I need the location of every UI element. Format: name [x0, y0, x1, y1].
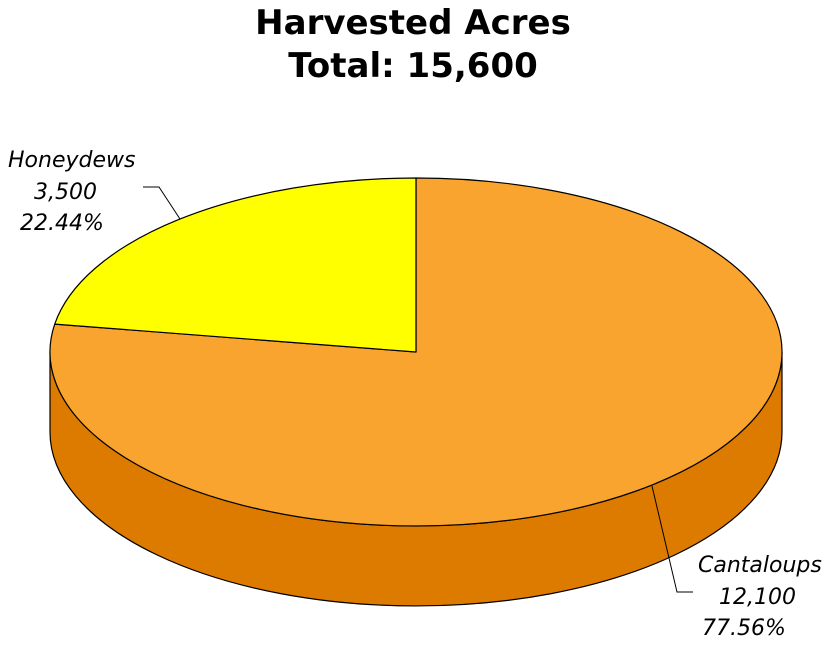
pie-leader-lines [143, 186, 693, 593]
leader-line-cantaloups [651, 485, 693, 593]
slice-label-name: Cantaloups [698, 553, 822, 578]
leader-line-honeydews [143, 186, 181, 220]
slice-label-name: Honeydews [8, 148, 135, 173]
chart-title-line: Harvested Acres [255, 3, 571, 43]
chart-title: Harvested Acres Total: 15,600 [0, 0, 826, 88]
pie-tops [49, 177, 783, 527]
slice-label-cantaloups: Cantaloups 12,100 77.56% [698, 553, 822, 641]
pie-slice-honeydews [54, 177, 417, 353]
slice-label-value: 3,500 [34, 180, 97, 205]
slice-label-percent: 77.56% [702, 616, 786, 641]
slice-label-percent: 22.44% [20, 211, 104, 236]
slice-label-value: 12,100 [719, 585, 796, 610]
slice-label-honeydews: Honeydews 3,500 22.44% [8, 148, 135, 236]
chart-subtitle-line: Total: 15,600 [288, 46, 538, 86]
